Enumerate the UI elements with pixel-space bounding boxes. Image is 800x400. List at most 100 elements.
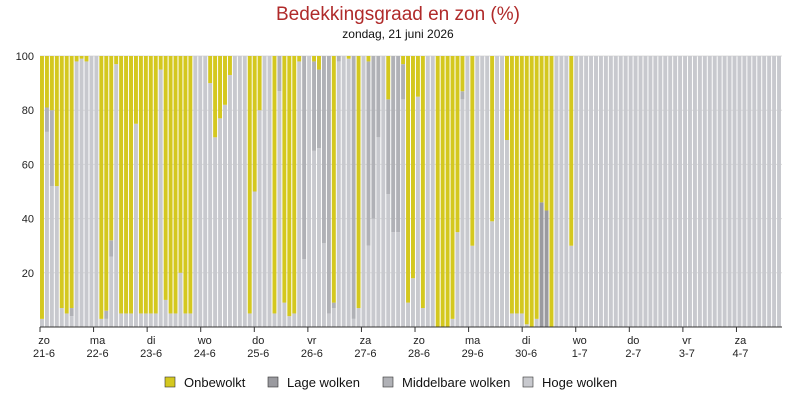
bar-segment-hoge [124, 313, 129, 327]
bar-segment-hoge [643, 56, 648, 327]
bar-segment-onbewolkt [445, 56, 450, 327]
bar-column [346, 56, 351, 328]
bar-column [109, 56, 114, 327]
bar-column [64, 56, 69, 327]
bar-segment-hoge [500, 56, 504, 327]
bar-column [133, 56, 138, 327]
bar-segment-hoge [99, 318, 104, 327]
bar-segment-lage [544, 210, 549, 327]
bar-segment-onbewolkt [549, 56, 554, 327]
bar-segment-hoge [668, 56, 673, 327]
bar-segment-hoge [40, 318, 44, 327]
bar-column [356, 56, 361, 327]
bar-column [173, 56, 178, 327]
legend-label: Hoge wolken [542, 375, 617, 390]
bar-segment-middelbare [326, 56, 331, 314]
bar-segment-hoge [54, 186, 59, 327]
bar-column [391, 56, 396, 327]
bar-segment-middelbare [49, 110, 54, 187]
x-tick-date: 23-6 [140, 348, 162, 360]
bar-column [697, 56, 702, 327]
bar-column [722, 56, 727, 327]
bar-segment-hoge [168, 313, 173, 327]
bar-column [54, 56, 59, 327]
bar-column [84, 56, 89, 328]
bar-column [732, 56, 737, 327]
bar-column [668, 56, 673, 327]
y-tick-label: 40 [22, 214, 34, 226]
bar-column [59, 56, 64, 327]
bar-segment-onbewolkt [218, 56, 223, 119]
bar-segment-hoge [663, 56, 668, 327]
bar-segment-onbewolkt [153, 56, 158, 314]
bar-segment-hoge [391, 232, 396, 327]
bar-column [386, 56, 391, 327]
bar-column [455, 56, 460, 327]
bar-column [69, 56, 74, 327]
bar-segment-onbewolkt [138, 56, 143, 314]
bar-segment-onbewolkt [420, 56, 425, 309]
bar-segment-hoge [504, 140, 509, 327]
bar-column [475, 56, 480, 327]
bar-segment-hoge [84, 61, 89, 328]
bar-column [643, 56, 648, 327]
bar-segment-middelbare [109, 240, 114, 257]
bar-column [351, 56, 356, 327]
legend-swatch [267, 376, 279, 388]
bar-column [232, 56, 237, 327]
bar-segment-hoge [336, 61, 341, 328]
bar-column [529, 56, 534, 327]
bar-segment-hoge [94, 56, 99, 327]
bar-segment-hoge [490, 221, 495, 327]
bar-segment-hoge [678, 56, 683, 327]
bar-segment-onbewolkt [40, 56, 44, 319]
bar-column [193, 56, 198, 327]
x-tick-date: 30-6 [515, 348, 537, 360]
bar-segment-hoge [188, 313, 193, 327]
x-tick-date: 27-6 [354, 348, 376, 360]
bar-segment-hoge [415, 96, 420, 328]
x-tick-date: 25-6 [247, 348, 269, 360]
legend-swatch [522, 376, 534, 388]
bar-segment-hoge [683, 56, 688, 327]
bar-segment-hoge [579, 56, 584, 327]
bar-segment-hoge [688, 56, 692, 327]
y-tick-label: 60 [22, 159, 34, 171]
bar-segment-hoge [49, 186, 54, 327]
bar-segment-onbewolkt [84, 56, 89, 62]
bar-column [74, 56, 79, 328]
bar-segment-hoge [712, 56, 717, 327]
bar-segment-hoge [603, 56, 608, 327]
bar-column [569, 56, 574, 327]
bar-column [361, 56, 366, 327]
bar-column [589, 56, 594, 327]
bar-column [366, 56, 371, 327]
bar-segment-hoge [772, 56, 777, 327]
bar-segment-hoge [148, 313, 153, 327]
bar-segment-onbewolkt [158, 56, 163, 70]
bar-segment-hoge [371, 218, 376, 327]
bar-segment-middelbare [321, 56, 326, 243]
bar-segment-hoge [465, 56, 470, 327]
bar-segment-hoge [247, 313, 252, 327]
bar-segment-hoge [307, 56, 312, 327]
bar-column [608, 56, 613, 327]
bar-segment-hoge [74, 61, 79, 328]
bar-segment-hoge [312, 150, 317, 327]
bar-column [648, 56, 653, 327]
bar-segment-hoge [653, 56, 658, 327]
bar-column [425, 56, 430, 327]
bar-column [188, 56, 193, 327]
x-tick-date: 22-6 [87, 348, 109, 360]
bar-segment-hoge [282, 302, 287, 327]
bar-segment-hoge [509, 313, 514, 327]
bar-column [544, 56, 549, 327]
bar-segment-onbewolkt [178, 56, 183, 273]
bar-column [138, 56, 143, 327]
bar-segment-hoge [366, 245, 371, 327]
bar-segment-onbewolkt [544, 56, 549, 211]
bar-segment-hoge [361, 56, 366, 327]
bar-segment-hoge [277, 91, 282, 327]
bar-segment-onbewolkt [163, 56, 168, 300]
